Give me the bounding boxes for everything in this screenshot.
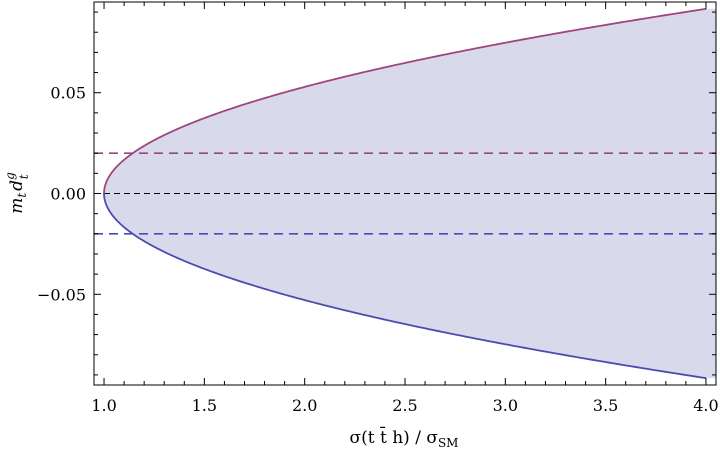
- x-tick-label: 1.0: [91, 396, 116, 415]
- y-axis-title: mtdgt: [3, 172, 31, 214]
- y-tick-label: −0.05: [37, 285, 86, 304]
- x-tick-label: 4.0: [693, 396, 718, 415]
- x-tick-label: 3.0: [493, 396, 518, 415]
- series-line-1: [103, 193, 707, 380]
- x-tick-label: 2.0: [292, 396, 317, 415]
- y-tick-label: 0.05: [50, 84, 86, 103]
- x-tick-label: 3.5: [593, 396, 618, 415]
- x-tick-label: 2.5: [392, 396, 417, 415]
- x-axis-title: σ(t t̄ h) / σSM: [350, 425, 459, 449]
- x-tick-label: 1.5: [192, 396, 217, 415]
- y-tick-label: 0.00: [50, 185, 86, 204]
- series-line-0: [103, 7, 707, 194]
